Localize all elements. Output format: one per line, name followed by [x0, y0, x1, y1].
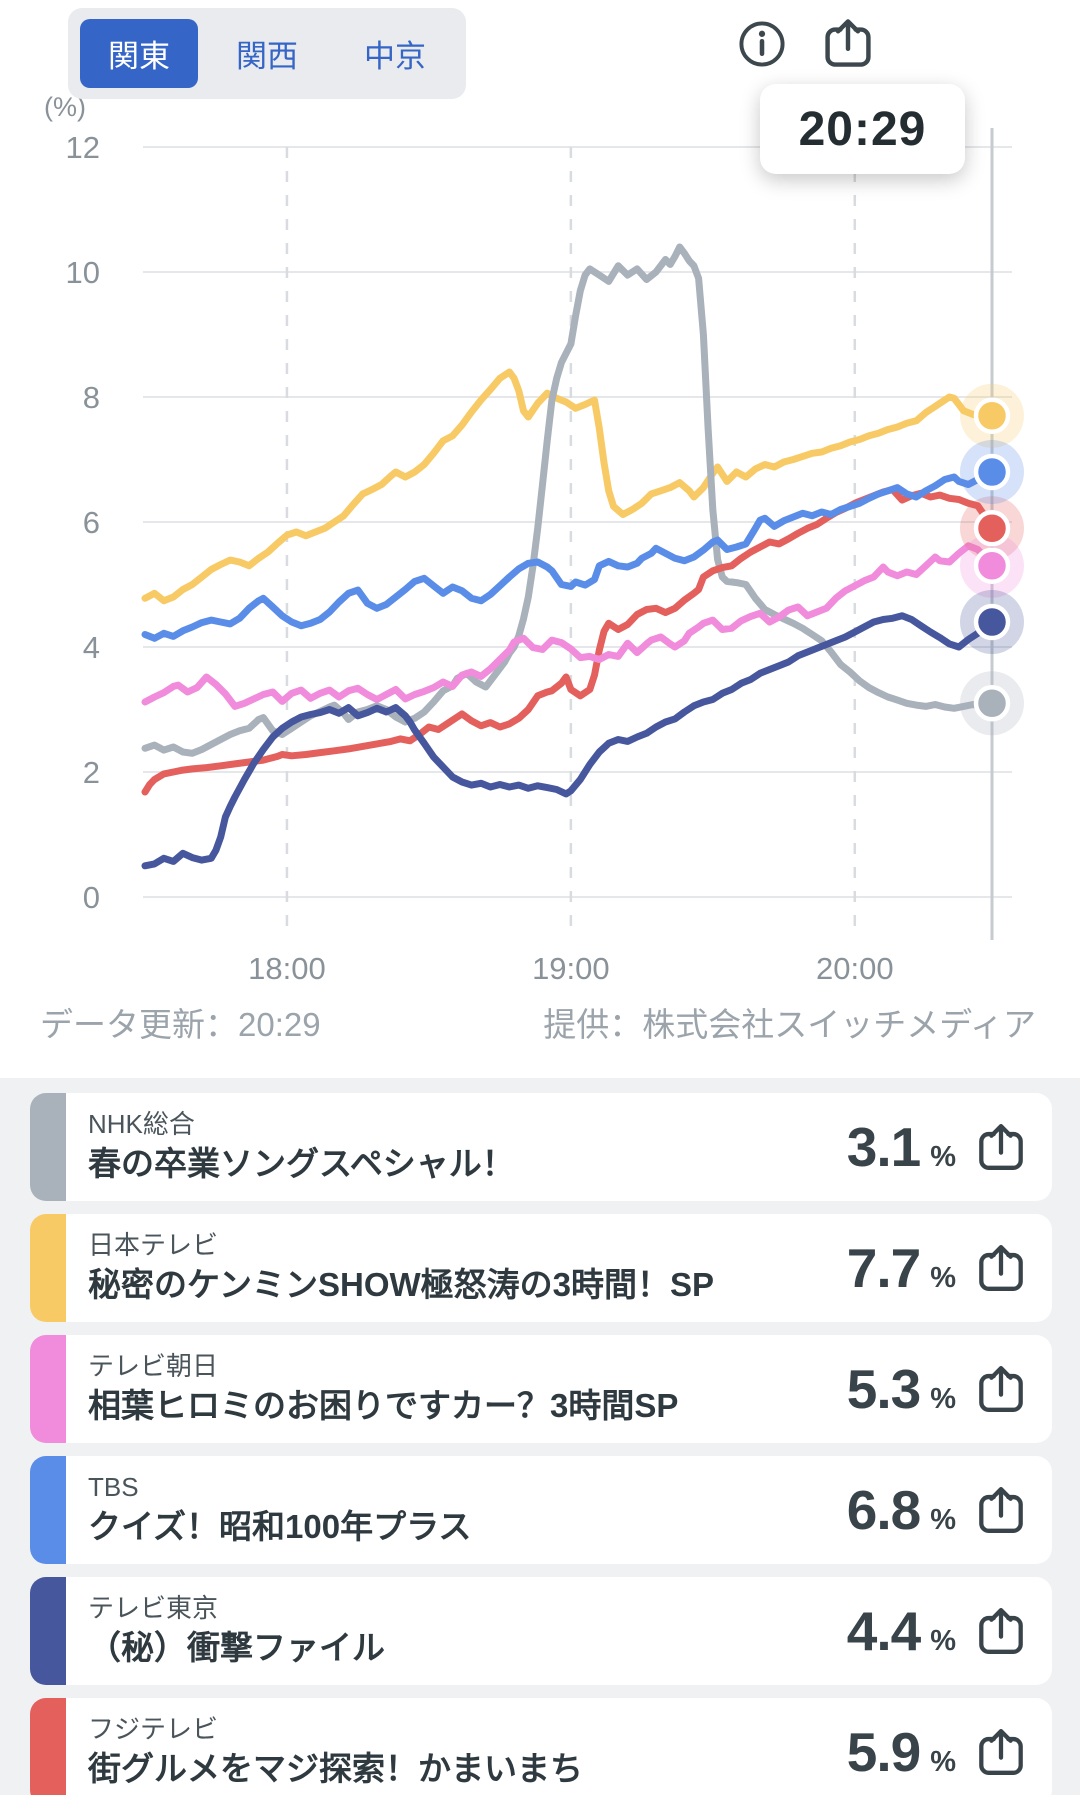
rating-value: 3.1 [846, 1116, 921, 1178]
program-title: （秘）衝撃ファイル [88, 1629, 385, 1666]
info-icon[interactable] [736, 18, 788, 70]
rating-unit: % [930, 1262, 956, 1294]
rating-value: 7.7 [846, 1237, 921, 1299]
svg-text:10: 10 [66, 255, 100, 290]
x-gridlines [285, 147, 857, 935]
channel-color-bar [30, 1335, 66, 1443]
program-title: 秘密のケンミンSHOW極怒涛の3時間！SP [88, 1266, 715, 1303]
series-line-ex [141, 542, 996, 710]
channel-card[interactable]: テレビ朝日 相葉ヒロミのお困りですカー？3時間SP 5.3 % [30, 1335, 1052, 1443]
tab-kanto[interactable]: 関東 [80, 19, 198, 88]
rating-value: 4.4 [846, 1600, 921, 1662]
x-axis-labels: 18:00 19:00 20:00 [248, 951, 893, 986]
share-icon[interactable] [974, 1725, 1028, 1779]
rating-unit: % [930, 1383, 956, 1415]
rating-value-group: 6.8 % [847, 1478, 956, 1542]
region-tabbar: 関東 関西 中京 [68, 8, 466, 99]
channel-name: TBS [88, 1472, 139, 1503]
series-line-tx [141, 612, 996, 870]
channel-name: 日本テレビ [88, 1230, 219, 1261]
channel-name: テレビ朝日 [88, 1351, 219, 1382]
series-line-tbs [141, 468, 996, 642]
svg-text:12: 12 [66, 130, 100, 165]
svg-text:6: 6 [83, 505, 100, 540]
rating-unit: % [930, 1625, 956, 1657]
tab-chukyo[interactable]: 中京 [364, 39, 426, 74]
rating-unit: % [930, 1746, 956, 1778]
share-icon[interactable] [974, 1362, 1028, 1416]
channel-card[interactable]: フジテレビ 街グルメをマジ探索！かまいまち 5.9 % [30, 1698, 1052, 1795]
share-icon[interactable] [820, 15, 876, 71]
end-dot-cx [973, 510, 1011, 547]
svg-text:19:00: 19:00 [532, 951, 610, 986]
rating-unit: % [930, 1504, 956, 1536]
share-icon[interactable] [974, 1241, 1028, 1295]
svg-text:20:00: 20:00 [816, 951, 894, 986]
data-updated-text: データ更新：20:29 [40, 1006, 321, 1043]
tab-kansai[interactable]: 関西 [236, 39, 298, 74]
channel-color-bar [30, 1456, 66, 1564]
svg-text:2: 2 [83, 755, 100, 790]
ratings-chart-section: 0 2 4 6 8 10 12 18:00 19:00 20:00 関東 関西 中京 20:29 … [0, 0, 1080, 1078]
y-axis-labels: 0 2 4 6 8 10 12 [66, 130, 100, 915]
svg-text:4: 4 [83, 630, 100, 665]
rating-value: 5.3 [846, 1358, 921, 1420]
program-title: 相葉ヒロミのお困りですカー？3時間SP [88, 1387, 679, 1424]
channel-color-bar [30, 1577, 66, 1685]
ratings-line-chart[interactable]: 0 2 4 6 8 10 12 18:00 19:00 20:00 [0, 0, 1080, 1078]
rating-value-group: 3.1 % [847, 1115, 956, 1179]
chart-footer: データ更新：20:29 提供：株式会社スイッチメディア [0, 998, 1080, 1046]
rating-value-group: 4.4 % [847, 1599, 956, 1663]
data-provider-text: 提供：株式会社スイッチメディア [543, 1006, 1036, 1043]
channel-card[interactable]: TBS クイズ！昭和100年プラス 6.8 % [30, 1456, 1052, 1564]
end-dot-ex [973, 547, 1011, 584]
end-dot-ntv [973, 397, 1011, 434]
program-title: クイズ！昭和100年プラス [88, 1508, 472, 1545]
channel-ratings-list: NHK総合 春の卒業ソングスペシャル！ 3.1 % 日本テレビ 秘密のケンミンS… [0, 1078, 1080, 1795]
rating-value-group: 5.9 % [847, 1720, 956, 1784]
share-icon[interactable] [974, 1120, 1028, 1174]
program-title: 街グルメをマジ探索！かまいまち [88, 1750, 583, 1787]
channel-card[interactable]: NHK総合 春の卒業ソングスペシャル！ 3.1 % [30, 1093, 1052, 1201]
end-dot-tx [973, 603, 1011, 641]
rating-value: 6.8 [846, 1479, 921, 1541]
series-line-ntv [141, 368, 996, 605]
channel-name: テレビ東京 [88, 1593, 219, 1624]
end-dot-tbs [973, 453, 1011, 491]
channel-card[interactable]: 日本テレビ 秘密のケンミンSHOW極怒涛の3時間！SP 7.7 % [30, 1214, 1052, 1322]
share-icon[interactable] [974, 1483, 1028, 1537]
current-time-tooltip: 20:29 [760, 84, 965, 174]
channel-name: NHK総合 [88, 1109, 195, 1140]
channel-name: フジテレビ [88, 1714, 219, 1745]
rating-value-group: 7.7 % [847, 1236, 956, 1300]
channel-color-bar [30, 1214, 66, 1322]
program-title: 春の卒業ソングスペシャル！ [88, 1145, 515, 1182]
channel-color-bar [30, 1093, 66, 1201]
rating-value: 5.9 [846, 1721, 921, 1783]
channel-color-bar [30, 1698, 66, 1795]
svg-text:0: 0 [83, 880, 100, 915]
svg-text:18:00: 18:00 [248, 951, 326, 986]
series-line-cx [141, 486, 996, 796]
channel-card[interactable]: テレビ東京 （秘）衝撃ファイル 4.4 % [30, 1577, 1052, 1685]
share-icon[interactable] [974, 1604, 1028, 1658]
rating-unit: % [930, 1141, 956, 1173]
rating-value-group: 5.3 % [847, 1357, 956, 1421]
end-dot-nhk [973, 685, 1011, 722]
svg-text:8: 8 [83, 380, 100, 415]
